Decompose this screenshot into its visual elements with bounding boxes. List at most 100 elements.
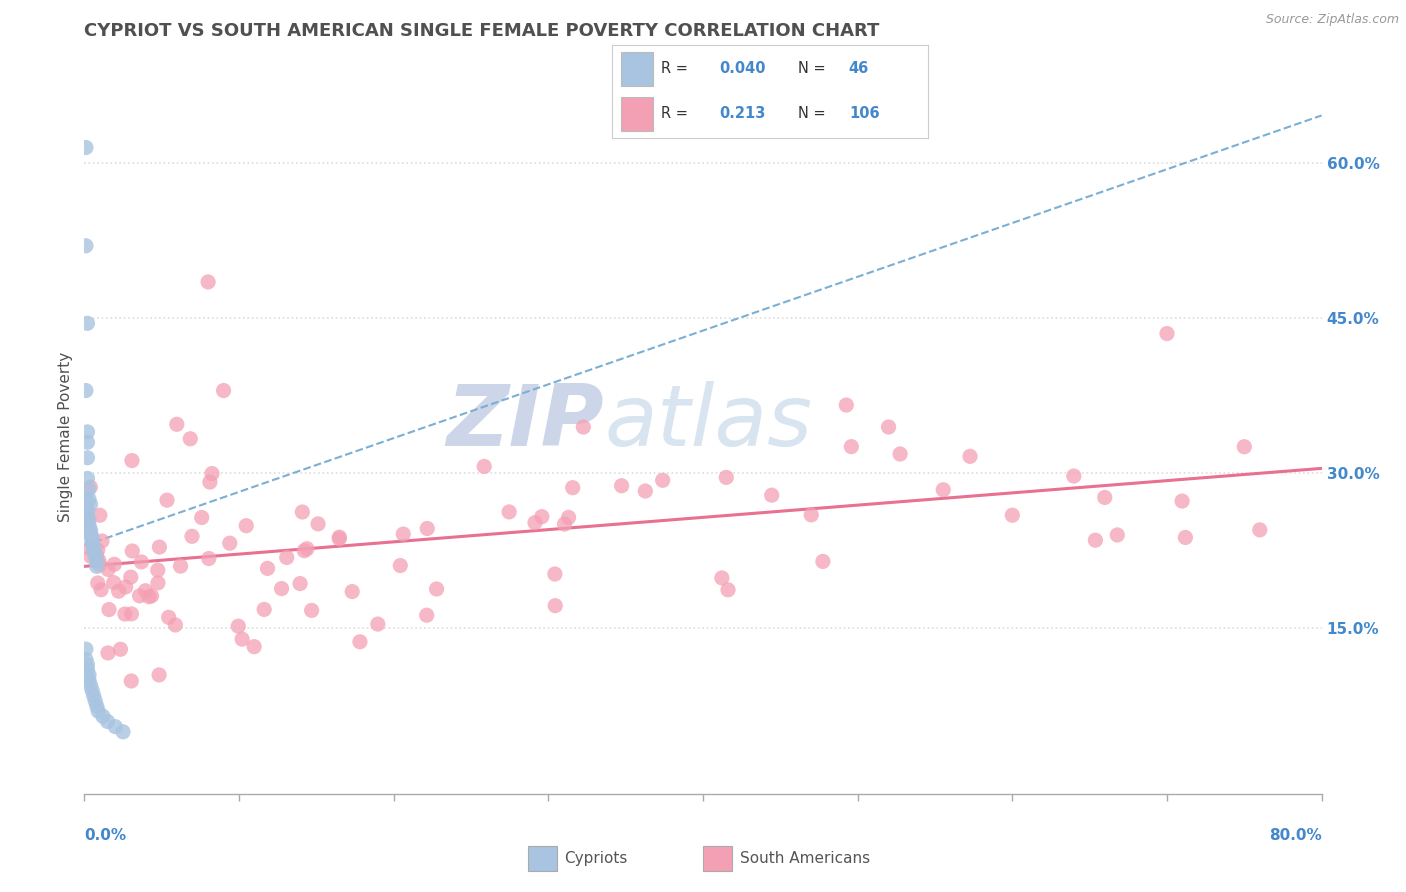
Bar xyxy=(527,847,557,871)
Point xyxy=(472,459,495,474)
Text: 46: 46 xyxy=(849,62,869,77)
Point xyxy=(75,652,97,666)
Point xyxy=(426,582,449,596)
Point xyxy=(76,425,98,439)
Point xyxy=(77,673,100,687)
Point xyxy=(226,619,249,633)
Text: N =: N = xyxy=(799,106,825,121)
Text: R =: R = xyxy=(661,106,688,121)
Point xyxy=(218,536,240,550)
Point xyxy=(76,663,98,677)
Point xyxy=(103,558,125,572)
Y-axis label: Single Female Poverty: Single Female Poverty xyxy=(58,352,73,522)
Point xyxy=(77,668,100,682)
Text: 0.213: 0.213 xyxy=(720,106,765,121)
Point xyxy=(710,571,733,585)
Point xyxy=(328,532,350,546)
Point xyxy=(291,505,314,519)
Point xyxy=(498,505,520,519)
Point xyxy=(91,709,114,723)
Point xyxy=(79,497,101,511)
Point xyxy=(811,554,834,568)
Point xyxy=(90,582,112,597)
Point xyxy=(416,521,439,535)
Point xyxy=(141,589,163,603)
Point xyxy=(959,450,981,464)
Point xyxy=(75,384,97,398)
Point xyxy=(389,558,412,573)
Point xyxy=(1156,326,1178,341)
Point xyxy=(1001,508,1024,523)
Point xyxy=(89,558,111,572)
Point xyxy=(120,570,142,584)
Point xyxy=(835,398,858,412)
Text: South Americans: South Americans xyxy=(740,851,870,866)
Bar xyxy=(621,97,652,131)
Point xyxy=(256,561,278,575)
Point xyxy=(301,603,323,617)
Point xyxy=(243,640,266,654)
Point xyxy=(1249,523,1271,537)
Point xyxy=(84,547,107,561)
Point xyxy=(307,516,329,531)
Point xyxy=(932,483,955,497)
Point xyxy=(557,510,579,524)
Point xyxy=(84,694,107,708)
Point xyxy=(97,714,120,729)
Point xyxy=(235,518,257,533)
Point xyxy=(76,657,98,672)
Point xyxy=(198,475,221,489)
Point xyxy=(1171,494,1194,508)
Point xyxy=(76,502,98,516)
Point xyxy=(761,488,783,502)
Point xyxy=(288,576,311,591)
Point xyxy=(128,589,150,603)
Point xyxy=(103,575,125,590)
Text: 0.0%: 0.0% xyxy=(84,829,127,843)
Point xyxy=(181,529,204,543)
Point xyxy=(530,509,553,524)
Point xyxy=(76,450,98,465)
Point xyxy=(889,447,911,461)
Point xyxy=(82,683,104,698)
Point xyxy=(84,549,107,563)
Point xyxy=(253,602,276,616)
Point xyxy=(276,550,298,565)
Point xyxy=(75,497,97,511)
Point xyxy=(877,420,900,434)
Point xyxy=(340,584,363,599)
Point xyxy=(121,453,143,467)
Point xyxy=(87,576,110,591)
Point xyxy=(97,646,120,660)
Point xyxy=(107,584,129,599)
Point xyxy=(1107,528,1129,542)
Point xyxy=(800,508,823,522)
Point xyxy=(79,528,101,542)
Text: 0.040: 0.040 xyxy=(720,62,766,77)
Point xyxy=(79,678,101,692)
Point xyxy=(841,440,863,454)
Point xyxy=(1174,531,1197,545)
Point xyxy=(79,523,101,537)
Point xyxy=(97,562,120,576)
Point xyxy=(148,668,170,682)
Point xyxy=(114,607,136,621)
Point xyxy=(75,642,97,657)
Point xyxy=(82,533,104,548)
Point xyxy=(120,673,142,688)
Point xyxy=(87,553,110,567)
Point xyxy=(231,632,253,647)
Point xyxy=(75,140,97,154)
Bar xyxy=(703,847,733,871)
Point xyxy=(1233,440,1256,454)
Point xyxy=(201,467,224,481)
Point xyxy=(651,473,673,487)
Point xyxy=(76,435,98,450)
Point xyxy=(134,583,156,598)
Point xyxy=(83,541,105,555)
Point xyxy=(76,512,98,526)
Point xyxy=(157,610,180,624)
Point xyxy=(87,704,110,718)
Point xyxy=(110,642,132,657)
Point xyxy=(561,481,583,495)
